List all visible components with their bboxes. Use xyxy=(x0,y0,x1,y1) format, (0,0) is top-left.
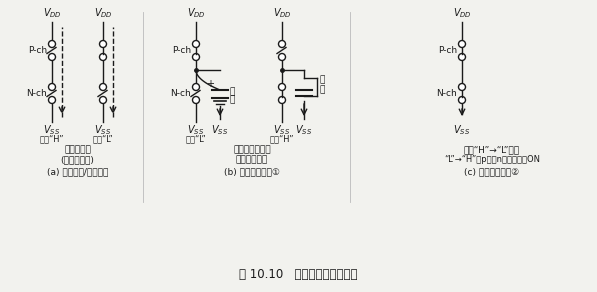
Text: 放: 放 xyxy=(319,76,324,84)
Text: 输入“L”: 输入“L” xyxy=(93,134,113,143)
Text: +: + xyxy=(206,79,214,89)
Text: (只有漏电流): (只有漏电流) xyxy=(60,155,94,164)
Circle shape xyxy=(278,84,285,91)
Text: N-ch: N-ch xyxy=(26,89,47,98)
Circle shape xyxy=(278,41,285,48)
Text: 输入“L”: 输入“L” xyxy=(186,134,207,143)
Text: 充放电的电流: 充放电的电流 xyxy=(236,155,268,164)
Text: $V_{\mathregular{SS}}$: $V_{\mathregular{SS}}$ xyxy=(94,123,112,137)
Text: $V_{\mathregular{DD}}$: $V_{\mathregular{DD}}$ xyxy=(94,6,112,20)
Text: 输出“H”→“L”或者: 输出“H”→“L”或者 xyxy=(464,145,520,154)
Circle shape xyxy=(100,53,106,60)
Circle shape xyxy=(458,41,466,48)
Text: $V_{\mathregular{DD}}$: $V_{\mathregular{DD}}$ xyxy=(42,6,61,20)
Text: $V_{\mathregular{DD}}$: $V_{\mathregular{DD}}$ xyxy=(273,6,291,20)
Circle shape xyxy=(458,53,466,60)
Circle shape xyxy=(48,84,56,91)
Text: 图 10.10   发生消耗电流的路径: 图 10.10 发生消耗电流的路径 xyxy=(239,268,358,281)
Text: $V_{\mathregular{SS}}$: $V_{\mathregular{SS}}$ xyxy=(454,123,470,137)
Text: $V_{\mathregular{SS}}$: $V_{\mathregular{SS}}$ xyxy=(211,123,229,137)
Text: $V_{\mathregular{SS}}$: $V_{\mathregular{SS}}$ xyxy=(44,123,60,137)
Text: “L”→“H”时p沟、n沟器件同时ON: “L”→“H”时p沟、n沟器件同时ON xyxy=(444,155,540,164)
Circle shape xyxy=(192,84,199,91)
Text: (c) 动态消耗电流②: (c) 动态消耗电流② xyxy=(464,167,519,176)
Text: $V_{\mathregular{SS}}$: $V_{\mathregular{SS}}$ xyxy=(273,123,291,137)
Text: $V_{\mathregular{DD}}$: $V_{\mathregular{DD}}$ xyxy=(453,6,472,20)
Circle shape xyxy=(48,53,56,60)
Text: 无电流脉冲: 无电流脉冲 xyxy=(64,145,91,154)
Text: 向输出浮游电容: 向输出浮游电容 xyxy=(233,145,271,154)
Text: $V_{\mathregular{SS}}$: $V_{\mathregular{SS}}$ xyxy=(187,123,205,137)
Text: 输入“H”: 输入“H” xyxy=(270,134,294,143)
Text: P-ch: P-ch xyxy=(28,46,47,55)
Circle shape xyxy=(100,84,106,91)
Text: N-ch: N-ch xyxy=(170,89,191,98)
Circle shape xyxy=(100,96,106,103)
Circle shape xyxy=(48,41,56,48)
Circle shape xyxy=(278,53,285,60)
Text: P-ch: P-ch xyxy=(438,46,457,55)
Circle shape xyxy=(458,84,466,91)
Circle shape xyxy=(192,53,199,60)
Text: P-ch: P-ch xyxy=(172,46,191,55)
Text: $V_{\mathregular{SS}}$: $V_{\mathregular{SS}}$ xyxy=(296,123,313,137)
Text: (a) 稳定状态/静止状态: (a) 稳定状态/静止状态 xyxy=(47,167,108,176)
Circle shape xyxy=(100,41,106,48)
Text: $V_{\mathregular{DD}}$: $V_{\mathregular{DD}}$ xyxy=(187,6,205,20)
Circle shape xyxy=(48,96,56,103)
Text: N-ch: N-ch xyxy=(436,89,457,98)
Circle shape xyxy=(278,96,285,103)
Circle shape xyxy=(458,96,466,103)
Text: 充: 充 xyxy=(230,88,235,96)
Circle shape xyxy=(192,41,199,48)
Text: 电: 电 xyxy=(319,86,324,95)
Text: 电: 电 xyxy=(230,95,235,105)
Text: (b) 动态消耗电流①: (b) 动态消耗电流① xyxy=(224,167,280,176)
Circle shape xyxy=(192,96,199,103)
Text: 输入“H”: 输入“H” xyxy=(40,134,64,143)
